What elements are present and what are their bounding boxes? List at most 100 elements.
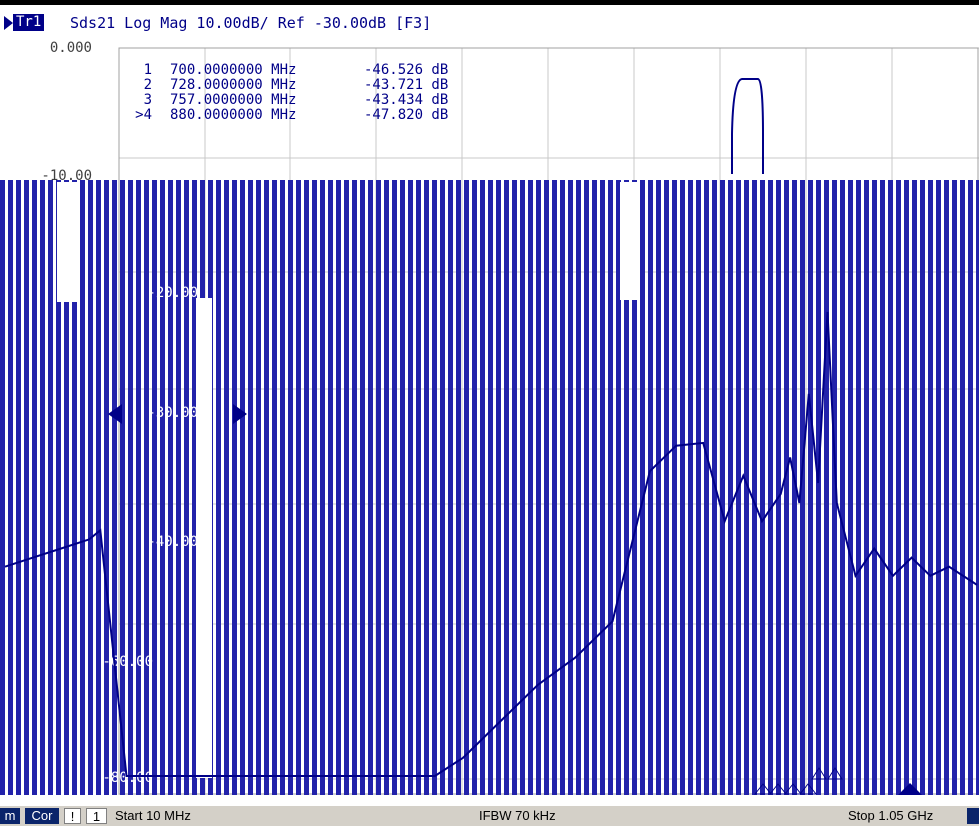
stripe-bar [576,180,581,795]
channel-indicator[interactable]: 1 [86,808,107,824]
stripe-bar [24,180,29,795]
stripe-gap [196,298,212,778]
stripe-bar [928,180,933,795]
stripe-bar [336,180,341,795]
stripe-bar [288,180,293,795]
stripe-bar [96,180,101,795]
marker-table: 1 700.0000000 MHz -46.526 dB 2 728.0000000 M… [135,62,448,123]
stripe-bar [888,180,893,795]
stripe-bar [968,180,973,795]
stripe-bar [272,180,277,795]
stripe-artifact [0,180,979,795]
stripe-bar [872,180,877,795]
stripe-bar [80,180,85,795]
marker-value: -46.526 dB [364,62,448,78]
stripe-bar [616,180,621,795]
passband-response [731,78,764,174]
warning-indicator[interactable]: ! [64,808,81,824]
stripe-bar [792,180,797,795]
measurement-plot[interactable]: 0.000 -10.00 -20.00 -30.00 -40.00 -60.00 -80.0… [0,34,979,795]
stripe-bar [304,180,309,795]
stripe-bar [136,180,141,795]
stripe-bar [224,180,229,795]
stripe-bar [48,180,53,795]
stripe-bar [864,180,869,795]
stripe-bar [472,180,477,795]
stripe-bar [896,180,901,795]
stripe-bar [816,180,821,795]
y-tick-label: -80.00 [102,770,153,786]
stripe-bar [456,180,461,795]
y-tick-label: -20.00 [147,285,198,301]
marker-index: 3 [144,92,152,108]
stripe-bar [728,180,733,795]
stripe-bar [432,180,437,795]
marker-1-icon[interactable] [753,783,773,795]
stripe-bar [104,180,109,795]
stripe-bar [512,180,517,795]
marker-4-icon[interactable] [798,783,818,795]
stripe-bar [160,180,165,795]
stripe-bar [296,180,301,795]
stripe-bar [32,180,37,795]
marker-6-icon[interactable] [827,767,843,780]
stripe-bar [208,180,213,300]
marker-5-icon[interactable] [811,767,827,780]
stripe-bar [8,180,13,795]
stripe-bar [640,300,645,795]
stripe-bar [144,180,149,795]
stripe-bar [800,180,805,795]
stripe-bar [424,180,429,795]
y-tick-label: -30.00 [147,405,198,421]
stripe-bar [328,180,333,795]
stripe-bar [560,180,565,795]
stripe-bar [256,180,261,795]
stripe-bar [536,180,541,795]
stripe-bar [464,180,469,795]
stripe-bar [232,180,237,795]
stripe-bar [16,180,21,795]
stripe-bar [952,180,957,795]
stripe-bar [440,180,445,795]
marker-3-icon[interactable] [783,783,803,795]
stripe-bar [352,180,357,795]
start-frequency[interactable]: Start 10 MHz [115,808,191,823]
ref-level-right-arrow-icon[interactable] [233,404,247,424]
stripe-bar [688,180,693,795]
meas-indicator[interactable]: m [0,808,20,824]
stripe-bar [808,180,813,795]
stripe-bar [368,180,373,795]
stop-frequency[interactable]: Stop 1.05 GHz [848,808,934,823]
stripe-bar [672,180,677,795]
stripe-bar [904,180,909,795]
trace-selector-arrow-icon[interactable] [4,16,13,30]
correction-indicator[interactable]: Cor [25,808,59,824]
stripe-bar [400,180,405,795]
stripe-bar [648,180,653,795]
stripe-bar [384,180,389,795]
stripe-bar [0,180,5,795]
stripe-bar [496,180,501,795]
stripe-bar [520,180,525,795]
stripe-bar [960,180,965,795]
stripe-bar [624,300,629,795]
stripe-bar [720,180,725,795]
stripe-bar [504,180,509,795]
stripe-bar [760,180,765,795]
stripe-bar [752,180,757,795]
stripe-bar [856,180,861,795]
marker-value: -43.721 dB [364,77,448,93]
ref-level-left-arrow-icon[interactable] [108,404,122,424]
trace-tag[interactable]: Tr1 [13,14,45,31]
stripe-bar [784,180,789,795]
marker-index: 1 [144,62,152,78]
ifbw-setting[interactable]: IFBW 70 kHz [479,808,556,823]
stripe-bar [488,180,493,795]
stripe-bar [112,180,117,795]
stripe-bar [392,180,397,795]
y-tick-label: -60.00 [102,654,153,670]
active-marker-icon[interactable] [898,783,922,795]
marker-value: -47.820 dB [364,107,448,123]
stripe-bar [768,180,773,795]
marker-2-icon[interactable] [768,783,788,795]
